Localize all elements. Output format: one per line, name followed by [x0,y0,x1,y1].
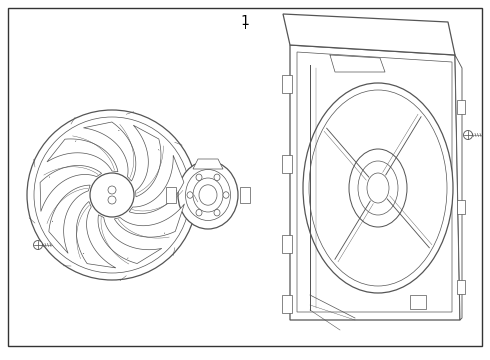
Ellipse shape [349,149,407,227]
Bar [282,295,292,313]
Polygon shape [83,122,136,181]
Bar [410,295,426,309]
Ellipse shape [196,210,202,216]
Ellipse shape [303,83,453,293]
Polygon shape [129,155,184,213]
Ellipse shape [464,131,472,140]
Polygon shape [40,166,101,211]
Polygon shape [76,202,116,268]
Bar [282,235,292,253]
Polygon shape [47,139,118,172]
Circle shape [108,186,116,194]
Ellipse shape [196,174,202,181]
Bar [457,100,465,114]
Ellipse shape [358,161,398,215]
Polygon shape [49,185,90,253]
Ellipse shape [34,117,190,273]
Ellipse shape [199,185,217,205]
Polygon shape [283,14,455,55]
Polygon shape [98,215,162,264]
Polygon shape [290,45,460,320]
Ellipse shape [187,192,193,198]
Circle shape [108,196,116,204]
Polygon shape [166,187,176,203]
Polygon shape [193,159,223,169]
Bar [457,200,465,214]
Polygon shape [240,187,250,203]
Ellipse shape [33,240,43,249]
Polygon shape [133,125,161,197]
Polygon shape [114,204,184,237]
Ellipse shape [223,192,229,198]
Text: 1: 1 [241,14,249,28]
Bar [457,280,465,294]
Bar [282,75,292,93]
Ellipse shape [367,173,389,203]
Ellipse shape [178,161,238,229]
Ellipse shape [309,90,447,286]
Bar [282,155,292,173]
Ellipse shape [186,170,230,220]
Ellipse shape [27,110,197,280]
Ellipse shape [214,174,220,181]
Ellipse shape [193,178,223,212]
Polygon shape [455,55,462,320]
Ellipse shape [90,173,134,217]
Ellipse shape [214,210,220,216]
